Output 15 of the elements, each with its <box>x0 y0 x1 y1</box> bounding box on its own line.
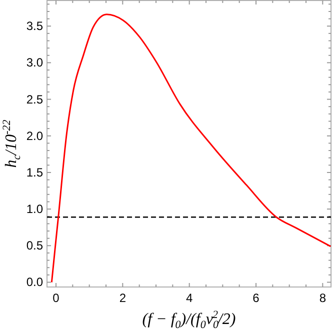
x-tick-label: 2 <box>119 291 126 305</box>
y-tick-label: 0.5 <box>26 238 44 253</box>
y-tick-label: 0.0 <box>26 275 44 290</box>
x-tick-label: 4 <box>186 291 193 305</box>
line-series <box>50 14 332 283</box>
x-tick-label: 6 <box>252 291 260 305</box>
y-tick-label: 1.0 <box>26 202 44 216</box>
y-tick-label: 1.5 <box>26 165 44 180</box>
y-tick-label: 3.0 <box>26 56 44 70</box>
x-tick-label: 0 <box>52 291 60 305</box>
y-tick-label: 2.5 <box>26 92 44 106</box>
y-tick-label: 2.0 <box>26 128 44 143</box>
y-tick-label: 3.5 <box>26 19 44 34</box>
x-tick-label: 8 <box>319 291 326 305</box>
x-axis-title: (f − f$_{0}$)/(f$_{0}$v$_{0}$$^{2}$/2) <box>142 309 236 331</box>
